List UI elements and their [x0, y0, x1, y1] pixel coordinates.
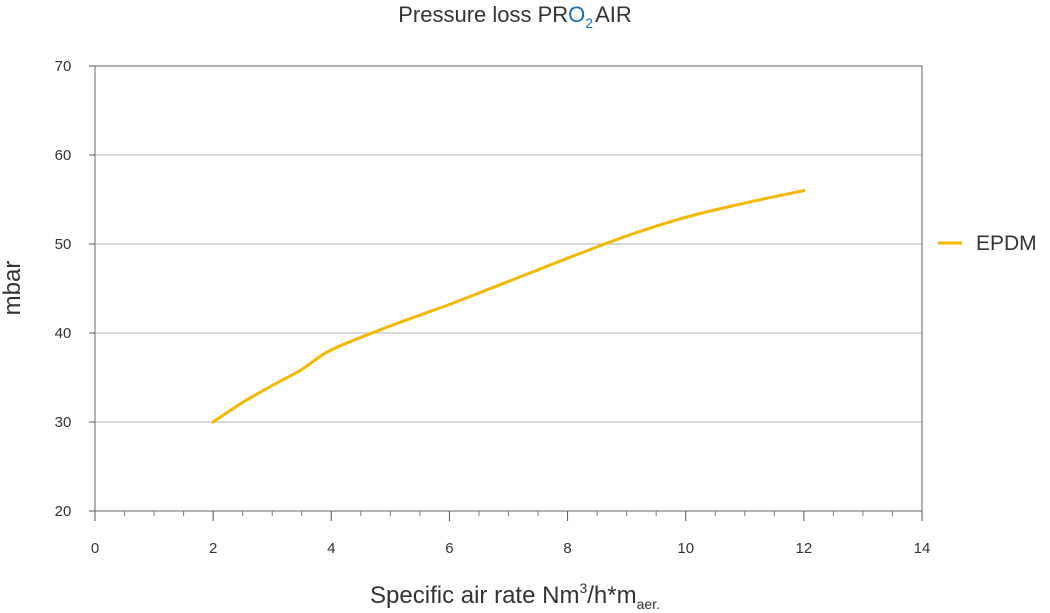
chart-title-subscript: 2 [585, 15, 593, 31]
plot-frame [94, 65, 923, 512]
y-tick-label: 70 [55, 58, 72, 75]
chart-title-highlight: O [568, 2, 585, 27]
x-axis-title-main: Specific air rate Nm [370, 582, 579, 609]
y-tick-label: 50 [55, 236, 72, 253]
x-tick-label: 8 [563, 540, 571, 557]
chart-title-suffix: AIR [595, 2, 632, 27]
x-tick-label: 12 [796, 540, 813, 557]
x-axis-title-mid: /h*m [587, 582, 636, 609]
x-axis-title-sup: 3 [579, 580, 587, 596]
series-line-epdm [211, 189, 806, 424]
x-tick-label: 6 [445, 540, 453, 557]
x-axis-title: Specific air rate Nm3/h*maer. [370, 580, 660, 612]
chart-title: Pressure loss PRO2AIR [398, 2, 632, 31]
chart-title-prefix: Pressure loss PR [398, 2, 568, 27]
y-axis-title: mbar [0, 261, 26, 316]
y-tick-label: 60 [55, 147, 72, 164]
x-axis-title-sub: aer. [637, 596, 660, 612]
x-tick-label: 4 [327, 540, 335, 557]
series [211, 189, 806, 424]
legend-label: EPDM [976, 232, 1037, 255]
axes: 20 30 40 50 60 70 0 2 4 6 8 10 12 14 [55, 58, 931, 557]
x-tick-label: 2 [209, 540, 217, 557]
x-tick-label: 10 [677, 540, 694, 557]
x-tick-label: 14 [914, 540, 931, 557]
y-tick-label: 30 [55, 414, 72, 431]
y-tick-label: 40 [55, 325, 72, 342]
y-tick-label: 20 [55, 503, 72, 520]
x-tick-label: 0 [91, 540, 99, 557]
legend: EPDM [938, 232, 1037, 255]
grid [95, 154, 922, 423]
